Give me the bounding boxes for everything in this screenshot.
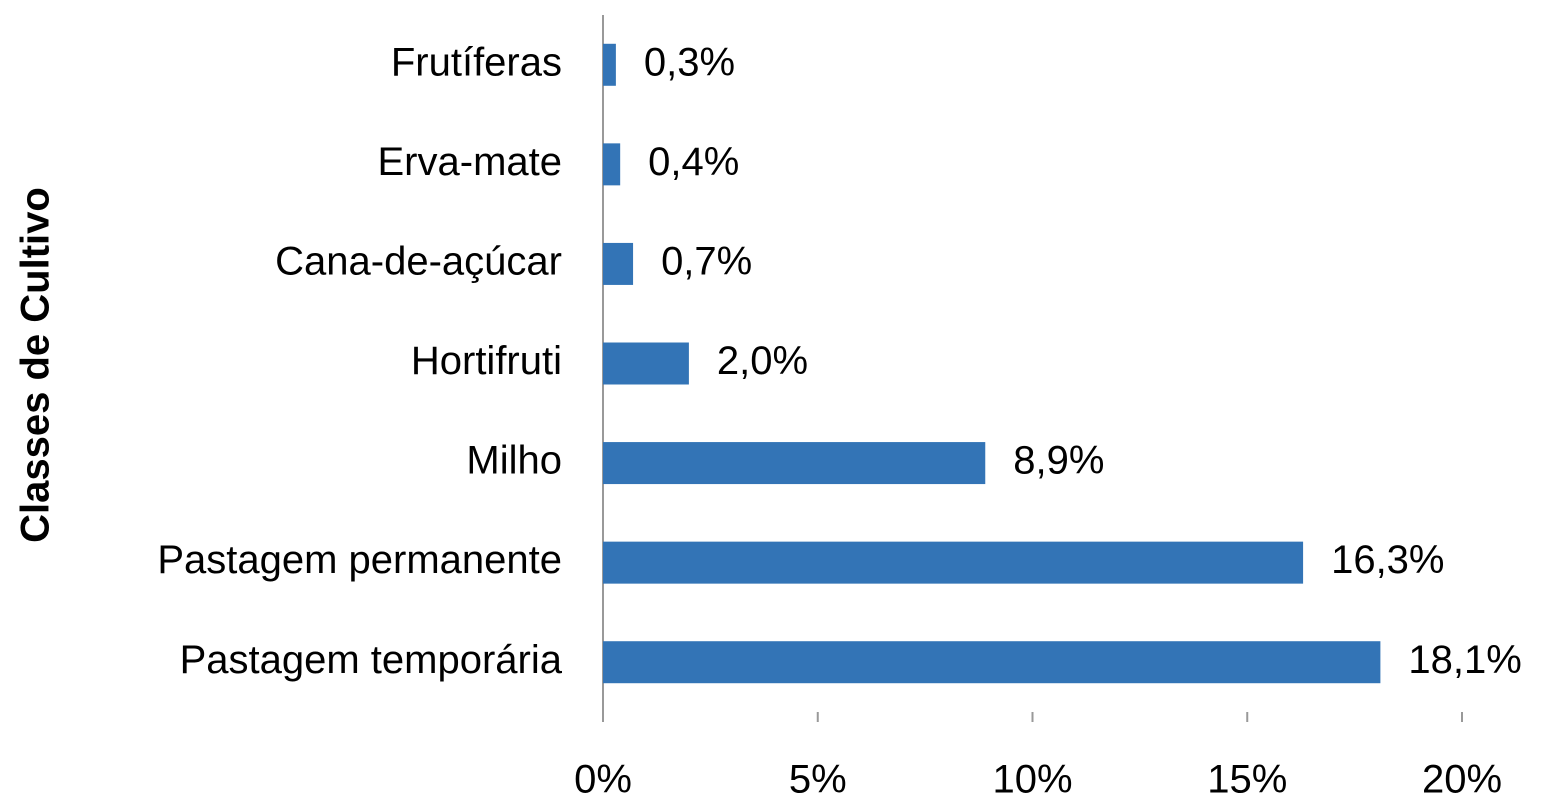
value-label: 0,3% <box>644 40 735 84</box>
x-tick-label: 20% <box>1422 758 1502 802</box>
bar <box>603 442 986 485</box>
value-label: 18,1% <box>1408 638 1521 682</box>
y-axis-label: Classes de Cultivo <box>14 187 58 543</box>
x-tick-label: 0% <box>574 758 632 802</box>
bar <box>603 342 689 385</box>
bar <box>603 43 616 86</box>
bar <box>603 242 634 285</box>
bar <box>603 641 1381 684</box>
y-tick-label: Cana-de-açúcar <box>275 239 562 283</box>
y-tick-label: Hortifruti <box>411 339 562 383</box>
bar <box>603 143 621 186</box>
value-label: 0,4% <box>648 140 739 184</box>
value-label: 2,0% <box>717 339 808 383</box>
y-tick-label: Pastagem permanente <box>157 538 562 582</box>
y-tick-label: Milho <box>466 439 562 483</box>
y-tick-label: Pastagem temporária <box>180 638 563 682</box>
value-label: 0,7% <box>661 239 752 283</box>
value-label: 8,9% <box>1013 439 1104 483</box>
y-tick-label: Frutíferas <box>391 40 562 84</box>
x-tick-label: 10% <box>992 758 1072 802</box>
x-tick-label: 5% <box>789 758 847 802</box>
y-tick-label: Erva-mate <box>378 140 563 184</box>
value-label: 16,3% <box>1331 538 1444 582</box>
x-tick-label: 15% <box>1207 758 1287 802</box>
bar <box>603 541 1304 584</box>
